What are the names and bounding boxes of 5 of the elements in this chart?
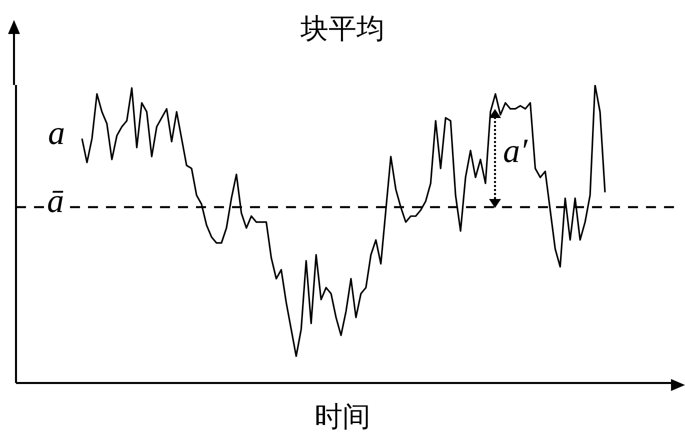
chart-title: 块平均 — [300, 13, 386, 47]
ref-line-label: ā — [44, 182, 67, 222]
legend-label: a — [48, 114, 65, 154]
annotation: a′ — [503, 132, 528, 172]
x-axis-title: 时间 — [314, 401, 372, 435]
